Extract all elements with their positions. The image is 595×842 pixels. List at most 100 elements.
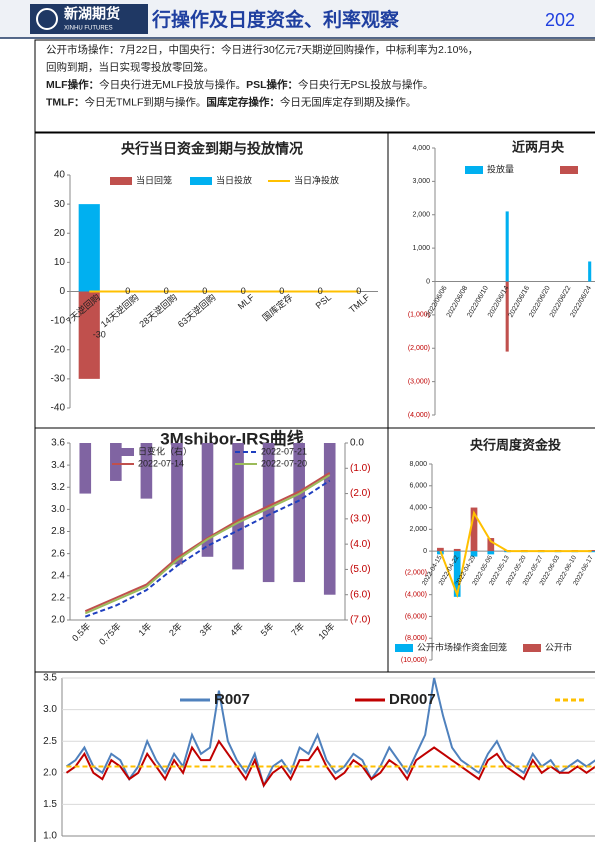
- bar: [470, 507, 478, 552]
- y-tick-label: (1,000): [408, 312, 430, 319]
- note-line: TMLF：今日无TMLF到期与操作。国库定存操作：今日无国库定存到期及操作。: [46, 95, 416, 108]
- y-tick-label: 0: [426, 278, 430, 285]
- y-tick-label: 2.8: [51, 526, 65, 537]
- y2-tick-label: (1.0): [350, 463, 371, 474]
- legend-label: 2022-07-21: [261, 446, 307, 456]
- series-line: [439, 510, 592, 599]
- x-tick-label: 国库定存: [260, 291, 295, 323]
- y-tick-label: 2,000: [409, 526, 427, 533]
- y-tick-label: (4,000): [405, 592, 427, 599]
- y-tick-label: 2.0: [43, 767, 57, 778]
- x-tick-label: MLF: [236, 292, 257, 312]
- logo-text: 新湖期货: [64, 6, 120, 22]
- bar: [262, 443, 275, 583]
- x-tick-label: 2022/06/16: [508, 285, 532, 319]
- y2-tick-label: (6.0): [350, 589, 371, 600]
- bar: [78, 291, 100, 379]
- header-title: 行操作及日度资金、利率观察: [151, 8, 400, 31]
- y-tick-label: 2.6: [51, 548, 65, 559]
- y-tick-label: 2.0: [51, 615, 65, 626]
- header-date: 202: [545, 10, 575, 30]
- bar: [470, 551, 478, 557]
- y-tick-label: 3,000: [412, 178, 430, 185]
- data-label: 0: [241, 286, 246, 296]
- bar: [140, 443, 153, 499]
- y-tick-label: -40: [51, 403, 66, 414]
- bar: [78, 204, 100, 292]
- bar: [110, 443, 122, 481]
- logo-subtext: XINHU FUTURES: [64, 26, 113, 32]
- y-tick-label: (10,000): [401, 657, 427, 664]
- note-line: MLF操作：今日央行进无MLF投放与操作。PSL操作：今日央行无PSL投放与操作…: [46, 78, 433, 91]
- legend-label: 公开市: [545, 641, 572, 652]
- series-line: [65, 739, 595, 788]
- y-tick-label: (8,000): [405, 635, 427, 642]
- note-segment: 今日无国库定存到期及操作。: [280, 95, 417, 108]
- bar: [171, 443, 183, 565]
- series-line: [84, 474, 331, 615]
- data-label: 0: [202, 286, 207, 296]
- y-tick-label: 0: [423, 548, 427, 555]
- x-tick-label: 0.75年: [96, 620, 123, 647]
- y-tick-label: (2,000): [405, 570, 427, 577]
- y-tick-label: 1,000: [412, 245, 430, 252]
- y-tick-label: 1.5: [43, 799, 57, 810]
- x-tick-label: 2022/06/22: [549, 285, 573, 319]
- y-tick-label: 4,000: [412, 145, 430, 152]
- data-label: 0: [356, 286, 361, 296]
- note-line: 回购到期，当日实现零投放零回笼。: [46, 60, 214, 73]
- y-tick-label: (6,000): [405, 613, 427, 620]
- note-segment: 国库定存操作：: [206, 95, 280, 108]
- bar: [79, 443, 92, 494]
- legend-swatch: [465, 166, 483, 174]
- legend-swatch: [110, 177, 132, 185]
- series-line: [84, 479, 331, 618]
- y2-tick-label: 0.0: [350, 438, 364, 449]
- y-tick-label: -10: [51, 315, 66, 326]
- note-segment: PSL操作：: [246, 78, 298, 91]
- x-tick-label: 2022/06/10: [466, 285, 490, 319]
- bar: [453, 548, 461, 552]
- legend-label: 投放量: [487, 163, 514, 174]
- x-tick-label: 28天逆回购: [137, 291, 179, 329]
- y2-tick-label: (7.0): [350, 615, 371, 626]
- chart-title: 近两月央: [512, 139, 565, 154]
- y-tick-label: 10: [54, 257, 66, 268]
- x-tick-label: 14天逆回购: [98, 291, 140, 329]
- y-tick-label: 20: [54, 228, 66, 239]
- data-label: -30: [93, 330, 106, 340]
- x-tick-label: 3年: [197, 620, 215, 638]
- x-tick-label: 0.5年: [69, 620, 92, 643]
- panel: [34, 671, 595, 842]
- y-tick-label: 3.6: [51, 438, 65, 449]
- legend-swatch: [523, 644, 541, 652]
- y-tick-label: 3.4: [51, 460, 65, 471]
- bar: [232, 443, 244, 570]
- bar: [293, 443, 305, 583]
- note-segment: 今日无TMLF到期与操作。: [85, 95, 207, 108]
- x-tick-label: 5年: [258, 620, 276, 638]
- y-tick-label: 30: [54, 199, 66, 210]
- bar: [201, 443, 214, 557]
- note-segment: 今日央行无PSL投放与操作。: [298, 78, 433, 91]
- x-tick-label: 2022/06/06: [425, 285, 449, 319]
- y-tick-label: (2,000): [408, 345, 430, 352]
- chart-title: 央行周度资金投: [470, 437, 561, 452]
- y-tick-label: 3.5: [43, 673, 57, 684]
- x-tick-label: 7年: [289, 620, 307, 638]
- data-label: 0: [125, 286, 130, 296]
- bar: [323, 443, 336, 595]
- y-tick-label: 8,000: [409, 461, 427, 468]
- y-tick-label: -20: [51, 344, 66, 355]
- y2-tick-label: (5.0): [350, 564, 371, 575]
- legend-swatch: [112, 448, 134, 456]
- y-tick-label: 2.2: [51, 593, 65, 604]
- bar: [487, 551, 495, 555]
- data-label: 0: [318, 286, 323, 296]
- legend-label: DR007: [389, 691, 436, 708]
- y-tick-label: 1.0: [43, 831, 57, 842]
- note-segment: 公开市场操作：7月22日，中国央行：今日进行30亿元7天期逆回购操作，中标利率为…: [46, 43, 478, 56]
- notes-box: [34, 39, 595, 133]
- y-tick-label: 2.4: [51, 570, 65, 581]
- note-segment: 回购到期，当日实现零投放零回笼。: [46, 60, 214, 73]
